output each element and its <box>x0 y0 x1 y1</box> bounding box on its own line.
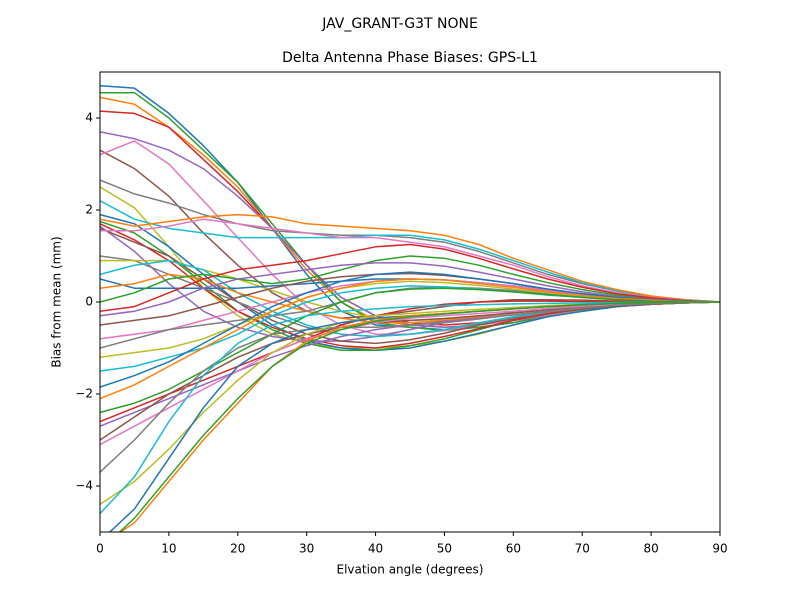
y-tick-label: 4 <box>85 111 93 125</box>
series-line-prn10 <box>100 200 720 303</box>
series-line-prn34 <box>100 300 720 423</box>
series-line-prn25 <box>100 262 720 317</box>
x-axis-label: Elvation angle (degrees) <box>337 563 484 577</box>
x-tick-label: 60 <box>506 542 521 556</box>
x-axis: 0 10 20 30 40 50 60 70 80 90 <box>96 532 728 556</box>
series-line-prn39 <box>100 301 720 506</box>
x-tick-label: 0 <box>96 542 104 556</box>
x-tick-label: 70 <box>575 542 590 556</box>
y-tick-label: 0 <box>85 295 93 309</box>
series-layer <box>100 85 720 532</box>
x-tick-label: 30 <box>299 542 314 556</box>
series-line-prn23 <box>100 255 720 303</box>
x-tick-label: 40 <box>368 542 383 556</box>
series-line-prn40 <box>100 301 720 515</box>
x-tick-label: 80 <box>643 542 658 556</box>
series-line-prn37 <box>100 301 720 446</box>
y-tick-label: −4 <box>75 479 93 493</box>
series-line-prn38 <box>100 301 720 473</box>
x-tick-label: 90 <box>712 542 727 556</box>
x-tick-label: 50 <box>437 542 452 556</box>
y-axis-label: Bias from mean (mm) <box>50 236 64 367</box>
series-line-prn24 <box>100 243 720 312</box>
x-tick-label: 20 <box>230 542 245 556</box>
series-line-prn12 <box>100 213 720 303</box>
series-line-prn41 <box>108 301 720 532</box>
chart-title: Delta Antenna Phase Biases: GPS-L1 <box>282 50 538 66</box>
y-tick-label: −2 <box>75 387 93 401</box>
y-axis: −4 −2 0 2 4 <box>75 111 100 493</box>
series-line-prn31 <box>100 271 720 388</box>
x-tick-label: 10 <box>161 542 176 556</box>
series-line-prn43 <box>118 301 720 532</box>
series-line-prn17 <box>100 218 720 303</box>
chart-suptitle: JAV_GRANT-G3T NONE <box>321 16 478 32</box>
series-line-prn32 <box>100 278 720 400</box>
y-tick-label: 2 <box>85 203 93 217</box>
